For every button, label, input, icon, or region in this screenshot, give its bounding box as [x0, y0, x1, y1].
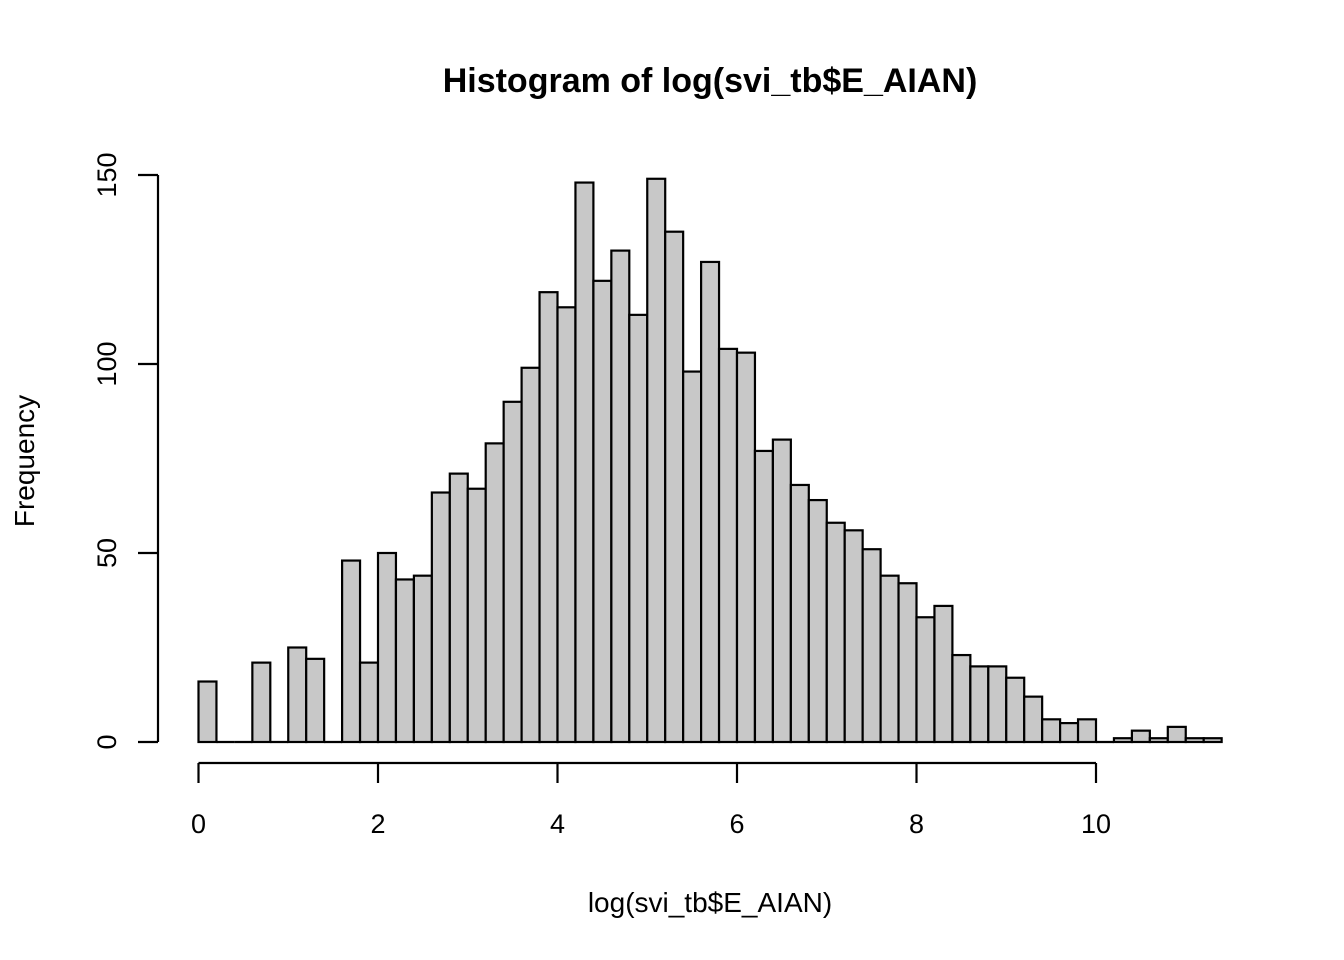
histogram-bar — [305, 657, 326, 744]
x-tick-label: 2 — [370, 809, 385, 839]
histogram-bar — [376, 551, 398, 744]
histogram-bar — [753, 449, 775, 744]
chart-title: Histogram of log(svi_tb$E_AIAN) — [443, 62, 978, 100]
histogram-bar — [682, 370, 703, 744]
histogram-bar — [1005, 676, 1026, 744]
histogram-bar — [412, 574, 433, 744]
histogram-bar — [1148, 737, 1169, 744]
histogram-bar — [699, 260, 721, 744]
histogram-bar — [610, 249, 631, 744]
histogram-bar — [628, 313, 649, 744]
histogram-bar — [807, 498, 828, 744]
histogram-bar — [969, 665, 990, 744]
histogram-bar — [825, 521, 846, 744]
histogram-bar — [771, 438, 792, 744]
x-tick-label: 0 — [191, 809, 206, 839]
histogram-bar — [861, 548, 882, 744]
histogram-bar — [933, 604, 954, 744]
histogram-bar — [251, 661, 272, 744]
histogram-bar — [843, 529, 864, 744]
histogram-bar — [1130, 729, 1151, 744]
histogram-bar — [735, 351, 757, 744]
x-axis: 0 2 4 6 8 10 — [191, 761, 1111, 839]
histogram-bar — [1202, 737, 1223, 744]
histogram-bar — [951, 653, 972, 744]
histogram-bar — [341, 559, 362, 744]
x-tick-label: 10 — [1081, 809, 1111, 839]
y-tick-label: 100 — [92, 341, 122, 386]
histogram-bar — [287, 646, 308, 744]
x-axis-label: log(svi_tb$E_AIAN) — [588, 887, 832, 918]
histogram-bar — [915, 616, 936, 744]
histogram-bar — [987, 665, 1008, 744]
x-tick-label: 6 — [729, 809, 744, 839]
histogram-bar — [358, 661, 380, 744]
histogram-bar — [789, 483, 810, 744]
histogram-bar — [1058, 721, 1080, 744]
histogram-bar — [430, 491, 451, 744]
x-tick-label: 4 — [550, 809, 565, 839]
histogram-bar — [664, 230, 685, 744]
histogram-bar — [538, 291, 559, 744]
y-tick-label: 0 — [92, 734, 122, 749]
x-tick-label: 8 — [909, 809, 924, 839]
histogram-bar — [592, 279, 613, 744]
histogram-bar — [484, 442, 505, 744]
histogram-bar — [502, 400, 523, 744]
histogram-bar — [197, 680, 218, 744]
histogram-bar — [646, 177, 667, 744]
histogram-bar — [1184, 737, 1205, 744]
histogram-bar — [897, 582, 918, 744]
histogram-bar — [520, 366, 541, 744]
histogram-bar — [879, 574, 900, 744]
bars-group — [197, 177, 1223, 744]
histogram-bar — [556, 306, 577, 744]
histogram-bar — [717, 347, 739, 744]
histogram-bar — [466, 487, 487, 744]
y-axis-label: Frequency — [9, 395, 40, 527]
histogram-bar — [394, 578, 416, 744]
y-axis: 0 50 100 150 — [92, 152, 160, 750]
histogram-bar — [1023, 695, 1044, 744]
histogram-bar — [574, 181, 595, 744]
y-tick-label: 150 — [92, 152, 122, 197]
y-tick-label: 50 — [92, 538, 122, 568]
histogram-bar — [1041, 718, 1062, 744]
histogram-bar — [1112, 737, 1133, 744]
histogram-bar — [1166, 725, 1187, 744]
histogram-bar — [448, 472, 469, 744]
histogram-bar — [1076, 718, 1098, 744]
